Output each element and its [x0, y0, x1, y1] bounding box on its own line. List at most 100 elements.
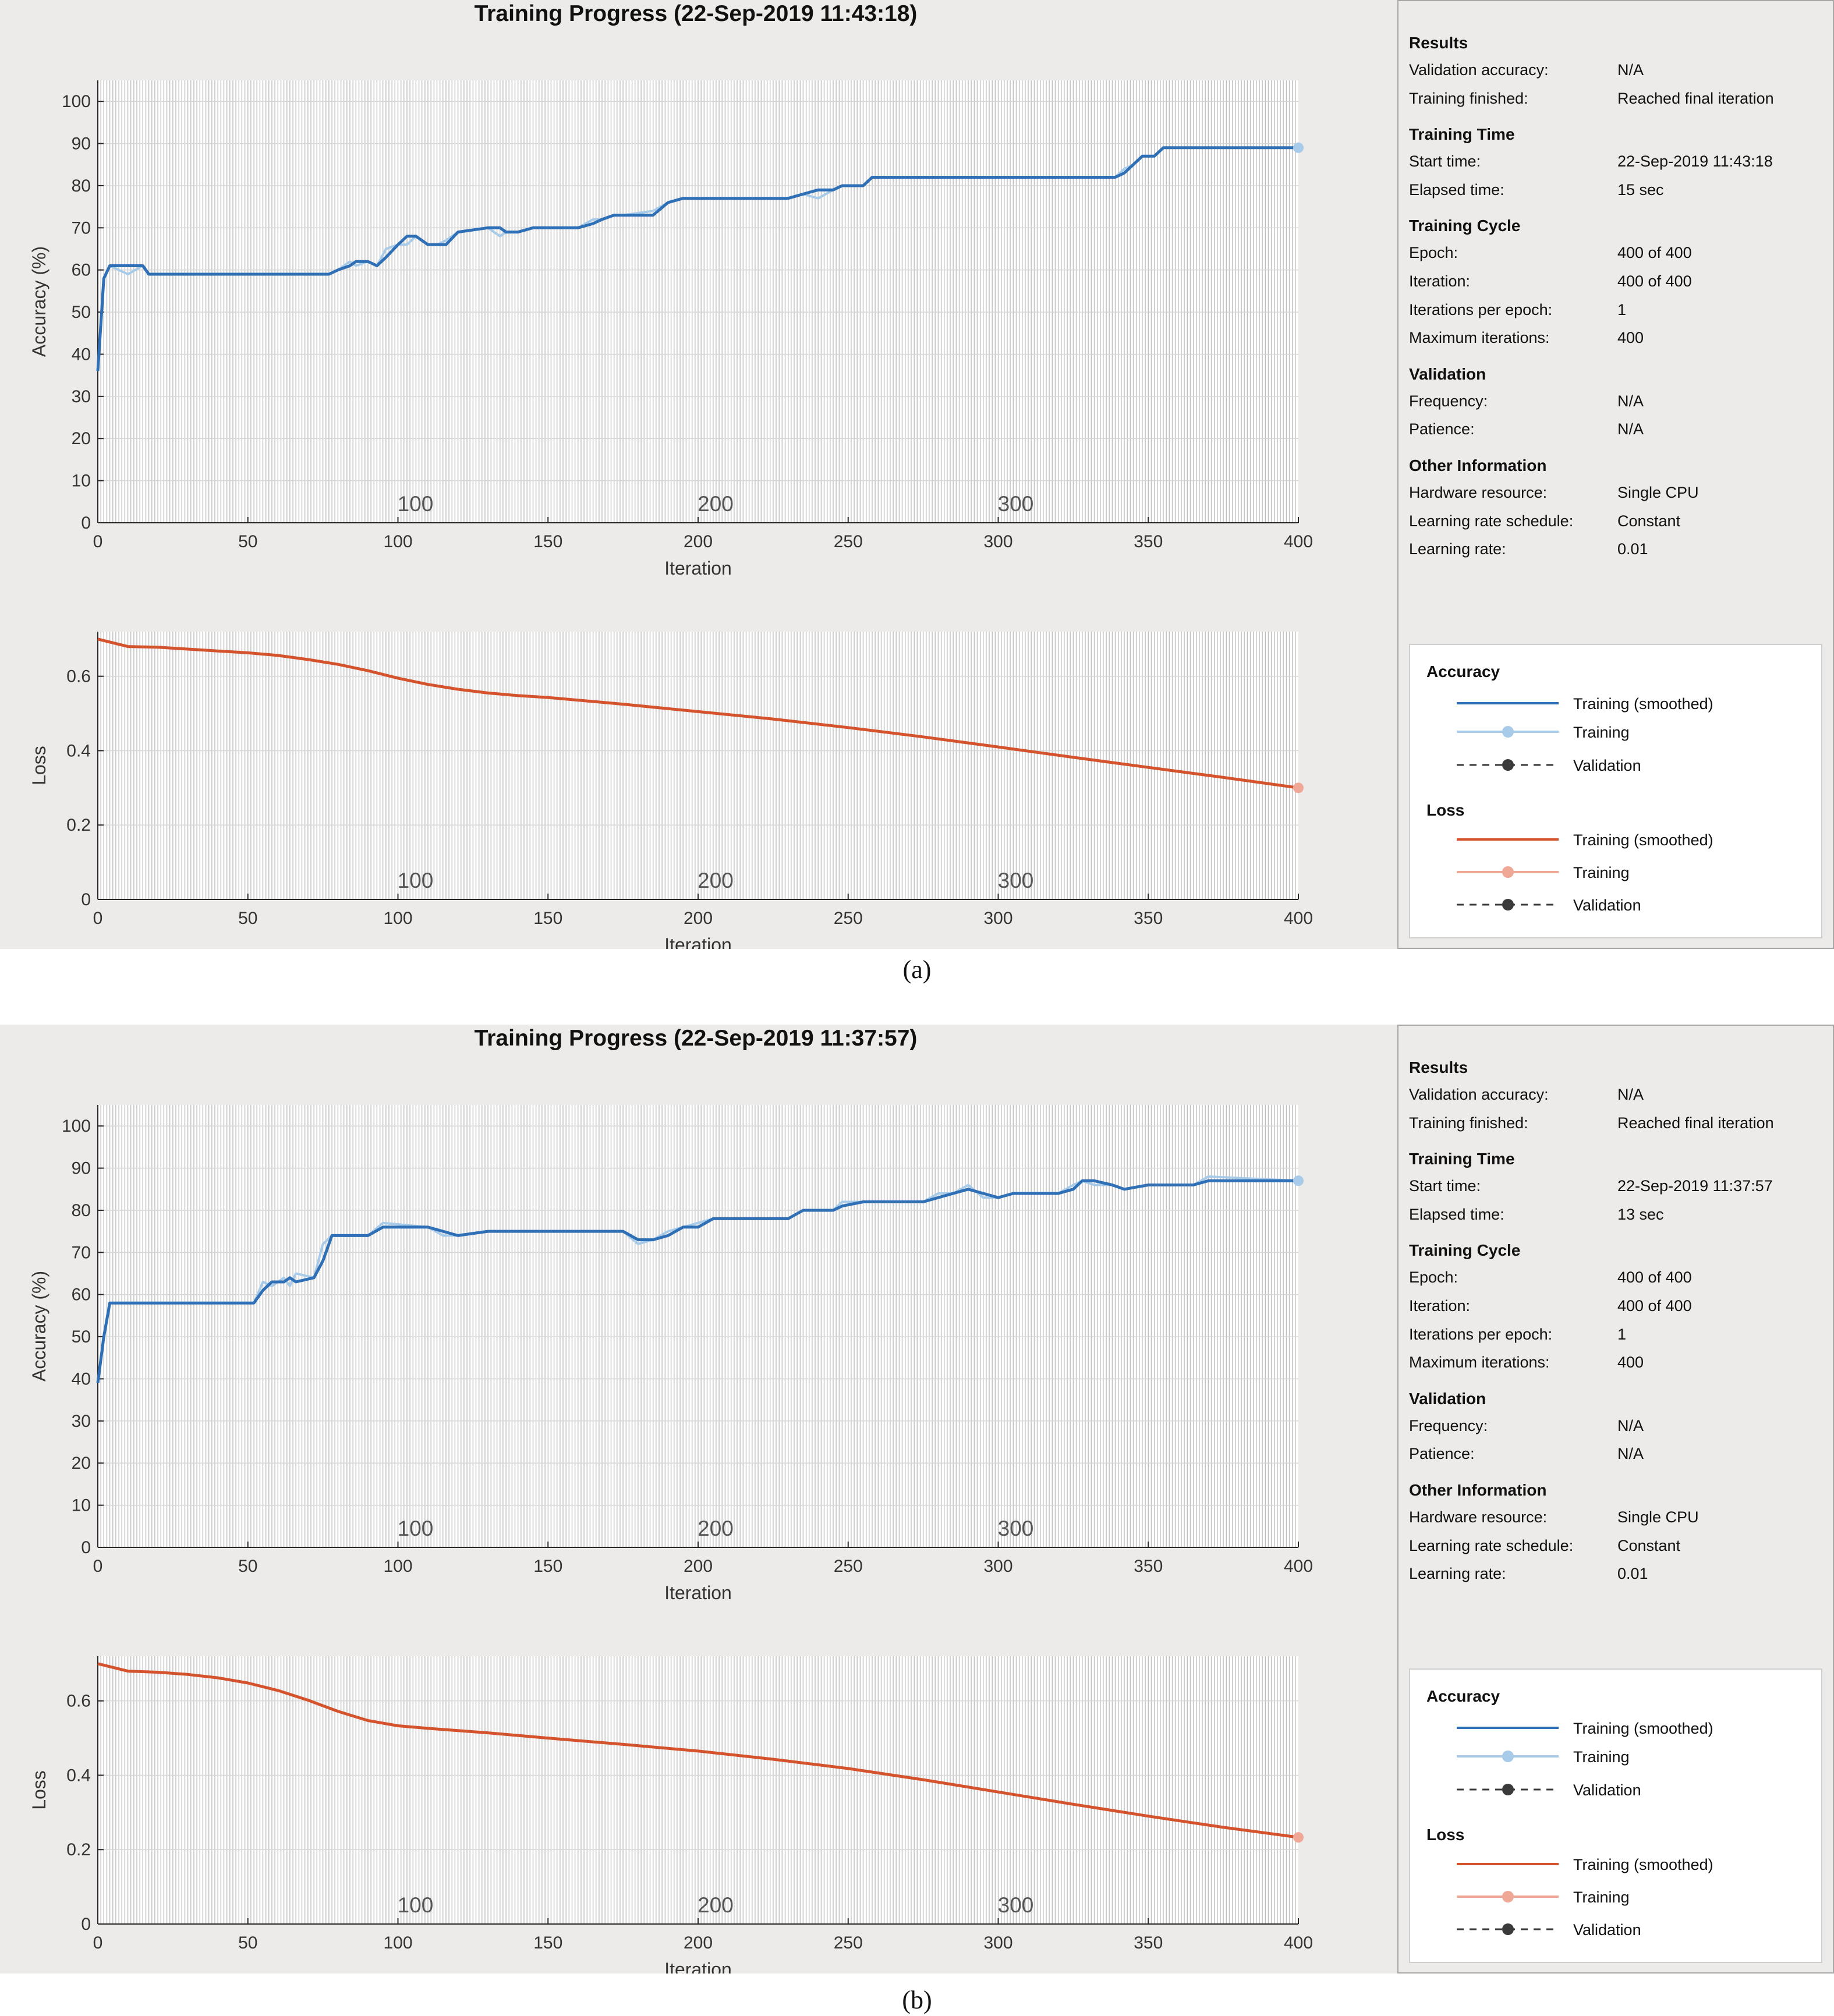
legend-label: Training (smoothed) — [1573, 831, 1713, 849]
info-key: Training finished: — [1409, 89, 1528, 107]
info-value: 0.01 — [1617, 1565, 1648, 1583]
info-row: Epoch: 400 of 400 — [1409, 239, 1828, 267]
info-row: Iterations per epoch: 1 — [1409, 1320, 1828, 1349]
loss-x-tick-label: 250 — [834, 1933, 863, 1953]
info-row: Learning rate: 0.01 — [1409, 535, 1828, 564]
loss-x-tick-label: 400 — [1284, 909, 1313, 928]
info-value: Constant — [1617, 1536, 1681, 1554]
section-training-cycle: Training Cycle — [1409, 1241, 1521, 1260]
training-progress-window-b: Training Progress (22-Sep-2019 11:37:57)… — [0, 1025, 1834, 1974]
legend-heading-accuracy: Accuracy — [1426, 1687, 1500, 1705]
info-value: N/A — [1617, 61, 1644, 79]
legend-box-a: Accuracy Training (smoothed) Training Va… — [1409, 644, 1822, 938]
accuracy-x-tick-label: 200 — [684, 1557, 713, 1576]
accuracy-last-point-marker — [1293, 142, 1304, 153]
legend-item-accuracy-smoothed: Training (smoothed) — [1457, 1717, 1806, 1741]
loss-y-tick-label: 0.6 — [66, 1692, 91, 1711]
info-value: N/A — [1617, 1416, 1644, 1434]
loss-epoch-separators — [100, 632, 1296, 899]
loss-y-axis-label: Loss — [29, 1770, 49, 1810]
accuracy-y-axis-label: Accuracy (%) — [29, 1271, 49, 1381]
info-key: Learning rate: — [1409, 540, 1506, 558]
legend-dashed-marker-icon — [1457, 899, 1559, 910]
legend-item-accuracy-training: Training — [1457, 1746, 1806, 1769]
info-key: Maximum iterations: — [1409, 329, 1550, 347]
loss-epoch-label: 300 — [998, 869, 1034, 892]
loss-x-tick-label: 300 — [983, 909, 1012, 928]
accuracy-axes: 0 50 100 150 200 250 300 350 400 0 10 20 30 40 50 60 70 8… — [29, 80, 1313, 579]
info-key: Elapsed time: — [1409, 180, 1504, 199]
loss-epoch-label: 300 — [998, 1893, 1034, 1917]
loss-y-tick-label: 0.6 — [66, 667, 91, 686]
figure-caption: (b) — [902, 1986, 932, 2014]
info-key: Start time: — [1409, 1177, 1481, 1195]
loss-epoch-label: 200 — [698, 869, 734, 892]
info-row: Iteration: 400 of 400 — [1409, 1292, 1828, 1320]
legend-item-loss-validation: Validation — [1457, 1919, 1806, 1942]
section-results: Results — [1409, 34, 1468, 52]
legend-line-icon — [1457, 702, 1559, 704]
info-key: Learning rate: — [1409, 1565, 1506, 1583]
info-value: 400 — [1617, 329, 1644, 347]
accuracy-x-tick-label: 0 — [93, 1557, 103, 1576]
accuracy-y-tick-label: 80 — [72, 1201, 91, 1220]
legend-item-accuracy-validation: Validation — [1457, 754, 1806, 778]
accuracy-y-axis-label: Accuracy (%) — [29, 246, 49, 357]
info-table-a: Results Validation accuracy: N/A Training… — [1409, 34, 1828, 564]
plot-canvas-b: 0 50 100 150 200 250 300 350 400 0 10 20 30 40 50 60 70 8… — [29, 1105, 1313, 1974]
legend-item-accuracy-smoothed: Training (smoothed) — [1457, 693, 1806, 716]
accuracy-epoch-separators — [100, 1105, 1296, 1547]
info-row: Hardware resource: Single CPU — [1409, 1503, 1828, 1532]
accuracy-y-tick-label: 20 — [72, 1454, 91, 1473]
legend-label: Validation — [1573, 897, 1641, 914]
info-key: Training finished: — [1409, 1114, 1528, 1132]
info-row: Frequency: N/A — [1409, 387, 1828, 416]
loss-y-tick-label: 0.2 — [66, 816, 91, 835]
info-table-b: Results Validation accuracy: N/A Training… — [1409, 1058, 1828, 1588]
legend-label: Training (smoothed) — [1573, 1856, 1713, 1873]
info-row: Validation accuracy: N/A — [1409, 56, 1828, 84]
info-key: Patience: — [1409, 1445, 1475, 1463]
info-value: 22-Sep-2019 11:43:18 — [1617, 153, 1773, 171]
info-value: 400 — [1617, 1354, 1644, 1372]
accuracy-epoch-label: 200 — [698, 1517, 734, 1540]
accuracy-y-tick-label: 60 — [72, 261, 91, 280]
accuracy-y-tick-label: 80 — [72, 176, 91, 196]
loss-y-tick-label: 0.4 — [66, 741, 91, 760]
chart-area-b: Training Progress (22-Sep-2019 11:37:57)… — [0, 1025, 1392, 1974]
accuracy-epoch-separators — [100, 80, 1296, 523]
loss-last-point-marker — [1293, 1832, 1304, 1843]
chart-area-a: Training Progress (22-Sep-2019 11:43:18)… — [0, 0, 1392, 949]
accuracy-x-axis-label: Iteration — [664, 1582, 732, 1603]
info-row: Start time: 22-Sep-2019 11:43:18 — [1409, 147, 1828, 176]
figure-title: Training Progress (22-Sep-2019 11:37:57) — [474, 1026, 918, 1051]
info-row: Hardware resource: Single CPU — [1409, 479, 1828, 507]
info-value: 22-Sep-2019 11:37:57 — [1617, 1177, 1773, 1195]
figure-title: Training Progress (22-Sep-2019 11:43:18) — [474, 1, 918, 26]
accuracy-x-tick-label: 350 — [1134, 532, 1163, 551]
legend-item-accuracy-validation: Validation — [1457, 1779, 1806, 1802]
legend-item-loss-smoothed: Training (smoothed) — [1457, 829, 1806, 852]
loss-epoch-label: 200 — [698, 1893, 734, 1917]
legend-marker-line-icon — [1457, 1891, 1559, 1902]
legend-item-loss-smoothed: Training (smoothed) — [1457, 1854, 1806, 1877]
accuracy-x-tick-label: 50 — [238, 1557, 257, 1576]
info-row: Elapsed time: 15 sec — [1409, 176, 1828, 204]
info-value: 400 of 400 — [1617, 1269, 1692, 1287]
accuracy-x-tick-label: 50 — [238, 532, 257, 551]
info-row: Learning rate schedule: Constant — [1409, 1532, 1828, 1560]
info-key: Learning rate schedule: — [1409, 1536, 1574, 1554]
accuracy-y-tick-label: 0 — [81, 1538, 91, 1557]
legend-dashed-marker-icon — [1457, 1784, 1559, 1795]
accuracy-y-tick-label: 50 — [72, 1327, 91, 1347]
loss-x-tick-label: 350 — [1134, 909, 1163, 928]
section-training-time: Training Time — [1409, 1150, 1515, 1168]
accuracy-y-tick-label: 20 — [72, 429, 91, 448]
accuracy-x-tick-label: 200 — [684, 532, 713, 551]
accuracy-y-tick-label: 60 — [72, 1285, 91, 1305]
info-key: Maximum iterations: — [1409, 1354, 1550, 1372]
accuracy-y-tick-label: 30 — [72, 387, 91, 406]
legend-dashed-marker-icon — [1457, 759, 1559, 771]
loss-series-training-smoothed — [97, 637, 1299, 789]
info-value: N/A — [1617, 1445, 1644, 1463]
